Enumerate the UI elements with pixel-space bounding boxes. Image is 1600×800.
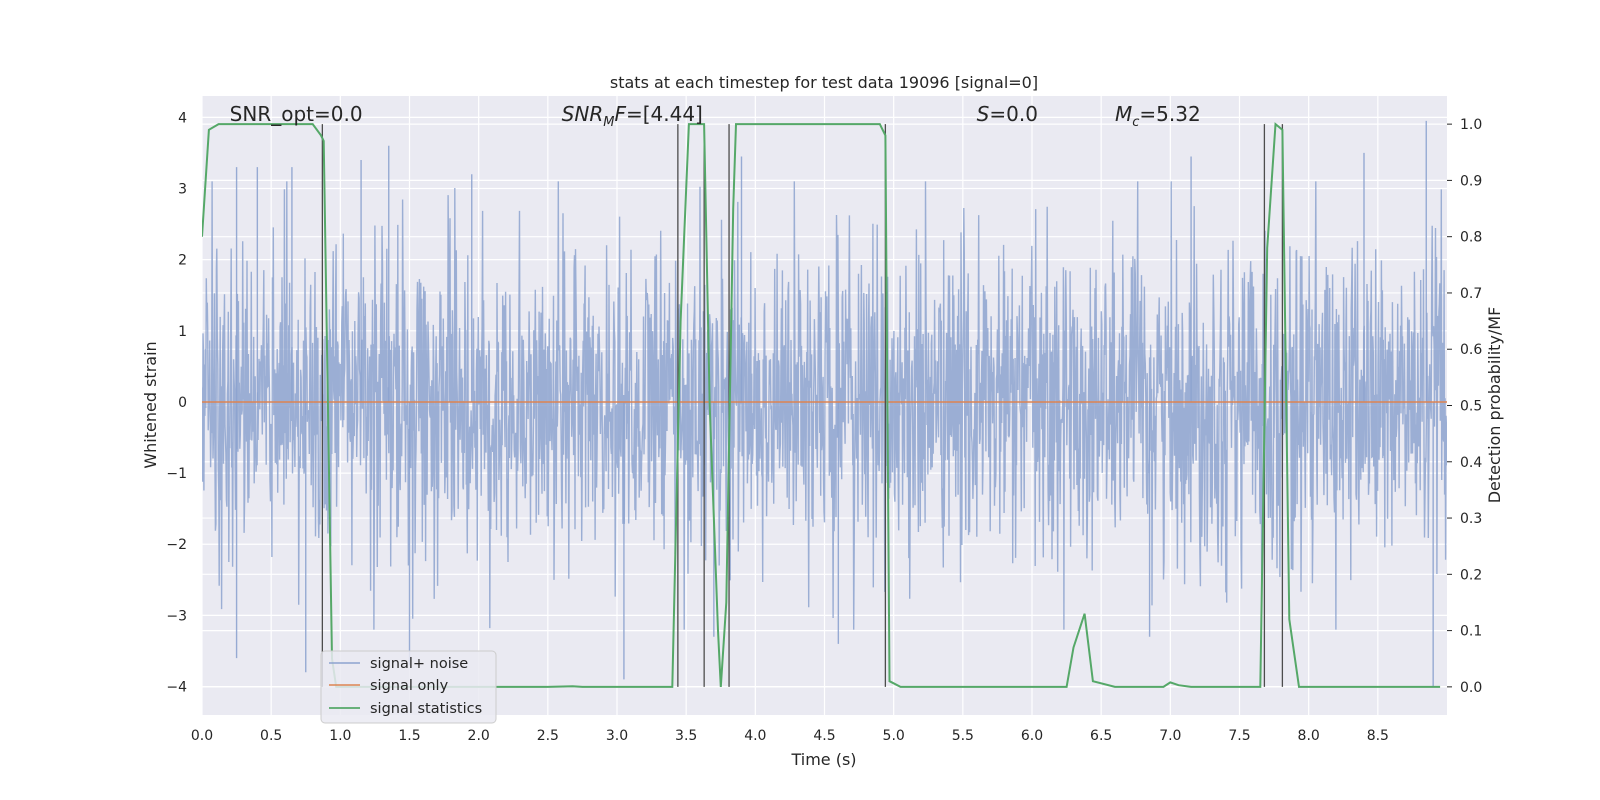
legend-label-signal-noise: signal+ noise xyxy=(370,656,468,672)
legend: signal+ noise signal only signal statist… xyxy=(320,650,497,724)
y-left-tick-label: 4 xyxy=(178,110,187,126)
legend-box xyxy=(320,650,497,724)
x-tick-label: 4.5 xyxy=(813,728,835,744)
chart-title: stats at each timestep for test data 190… xyxy=(610,73,1038,92)
y-right-tick-label: 0.2 xyxy=(1460,567,1482,583)
x-tick-label: 8.0 xyxy=(1298,728,1320,744)
y-right-tick-label: 0.1 xyxy=(1460,624,1482,640)
x-tick-label: 2.5 xyxy=(537,728,559,744)
vertical-markers xyxy=(321,124,1284,687)
annotation-3: Mc=5.32 xyxy=(1115,102,1201,130)
x-tick-label: 4.0 xyxy=(744,728,766,744)
y-axis-left-title: Whitened strain xyxy=(141,341,160,468)
signal-noise-series xyxy=(202,120,1447,687)
y-right-tick-label: 0.3 xyxy=(1460,511,1482,527)
x-tick-label: 2.0 xyxy=(468,728,490,744)
y-right-tick-label: 0.0 xyxy=(1460,680,1482,696)
x-tick-label: 1.5 xyxy=(398,728,420,744)
x-tick-label: 0.0 xyxy=(191,728,213,744)
x-axis-ticks: 0.0 0.5 1.0 1.5 2.0 2.5 3.0 3.5 4.0 4.5 5.0 5.5 6.0 6… xyxy=(191,728,1389,744)
x-tick-label: 1.0 xyxy=(329,728,351,744)
legend-label-signal-statistics: signal statistics xyxy=(370,701,482,717)
x-tick-label: 5.5 xyxy=(952,728,974,744)
y-right-tick-label: 0.9 xyxy=(1460,173,1482,189)
x-tick-label: 5.0 xyxy=(883,728,905,744)
annotation-0: SNR_opt=0.0 xyxy=(230,102,363,126)
annotation-2: S=0.0 xyxy=(977,102,1038,126)
annotation-1: SNRMF=[4.44] xyxy=(562,102,703,130)
y-axis-right-ticks: 0.0 0.1 0.2 0.3 0.4 0.5 0.6 0.7 0.8 0.9 1.0 xyxy=(1447,117,1482,696)
y-axis-right-title: Detection probability/MF xyxy=(1485,307,1504,504)
x-tick-label: 6.5 xyxy=(1090,728,1112,744)
y-right-tick-label: 0.4 xyxy=(1460,455,1482,471)
y-left-tick-label: −1 xyxy=(166,466,187,482)
x-tick-label: 6.0 xyxy=(1021,728,1043,744)
y-right-tick-label: 0.8 xyxy=(1460,230,1482,246)
y-left-tick-label: −4 xyxy=(166,680,187,696)
y-right-tick-label: 0.6 xyxy=(1460,342,1482,358)
y-left-tick-label: −2 xyxy=(166,537,187,553)
x-tick-label: 7.5 xyxy=(1228,728,1250,744)
y-right-tick-label: 0.7 xyxy=(1460,286,1482,302)
y-left-tick-label: 1 xyxy=(178,324,187,340)
legend-label-signal-only: signal only xyxy=(370,678,449,694)
x-axis-title: Time (s) xyxy=(790,750,856,769)
x-tick-label: 8.5 xyxy=(1367,728,1389,744)
annotations: SNR_opt=0.0 SNRMF=[4.44] S=0.0 Mc=5.32 xyxy=(230,102,1201,130)
y-axis-left-ticks: −4 −3 −2 −1 0 1 2 3 4 xyxy=(166,110,187,695)
x-tick-label: 0.5 xyxy=(260,728,282,744)
x-tick-label: 7.0 xyxy=(1159,728,1181,744)
y-right-tick-label: 0.5 xyxy=(1460,399,1482,415)
y-left-tick-label: −3 xyxy=(166,608,187,624)
y-left-tick-label: 3 xyxy=(178,181,187,197)
x-tick-label: 3.5 xyxy=(675,728,697,744)
y-left-tick-label: 0 xyxy=(178,395,187,411)
y-left-tick-label: 2 xyxy=(178,253,187,269)
x-tick-label: 3.0 xyxy=(606,728,628,744)
y-right-tick-label: 1.0 xyxy=(1460,117,1482,133)
